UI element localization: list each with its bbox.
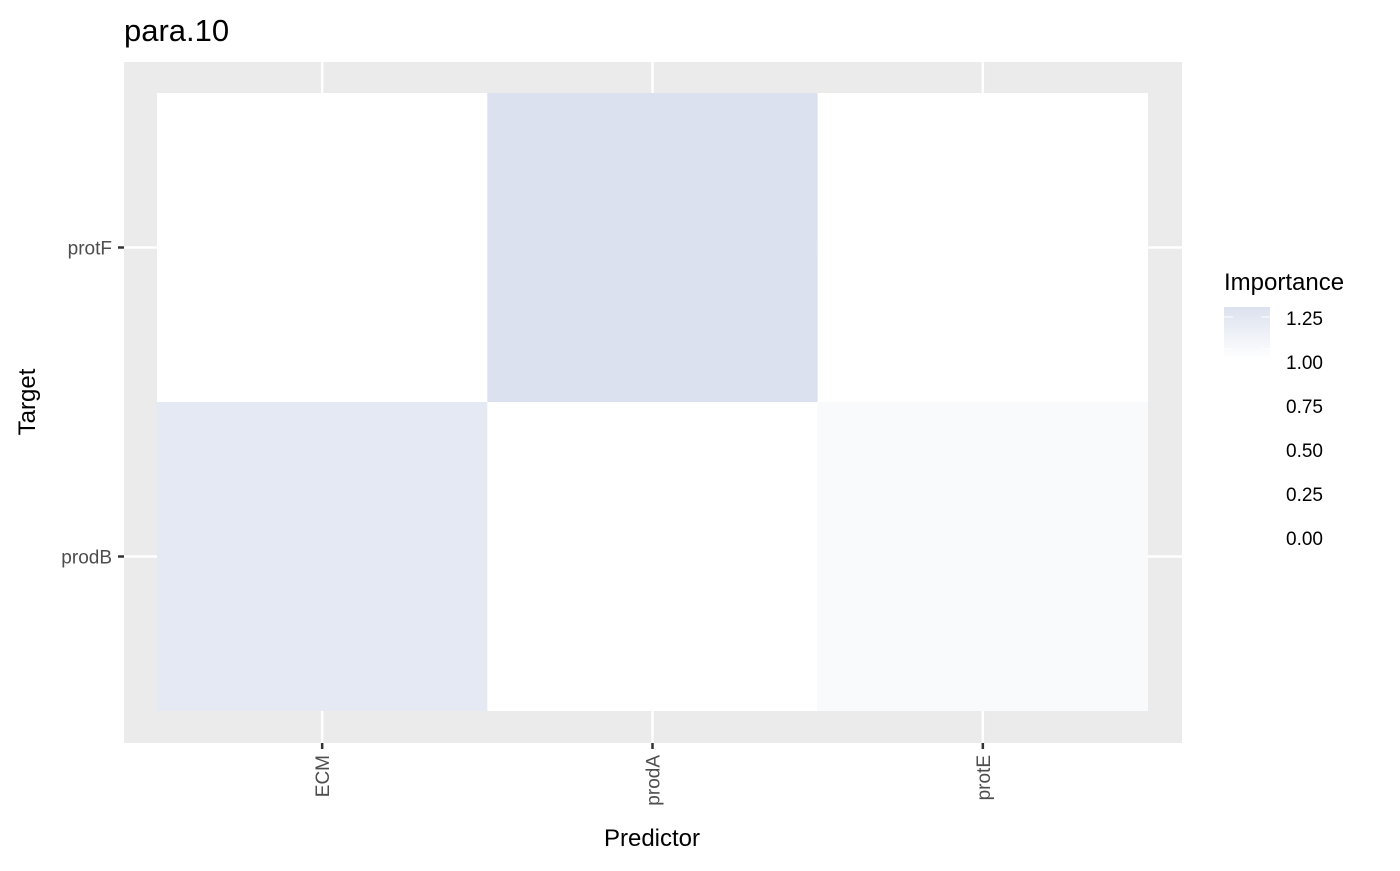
legend-colorbar: [1224, 307, 1270, 359]
y-tick-label-prodB: prodB: [61, 548, 112, 569]
legend: Importance 1.25 1.00 0.75 0.50 0.25 0.00: [1224, 269, 1344, 550]
x-tick-label-prodA: prodA: [644, 755, 665, 806]
y-tick-label-protF: protF: [68, 239, 112, 260]
heatmap-cell-ECM-protF: [157, 93, 488, 402]
heatmap-cells: [157, 93, 1148, 711]
x-axis: ECM prodA protE: [313, 743, 995, 806]
legend-tick-label-0.50: 0.50: [1286, 441, 1323, 462]
x-tick-label-ECM: ECM: [313, 755, 334, 797]
heatmap-cell-protE-prodB: [817, 402, 1148, 711]
y-axis-title: Target: [14, 368, 41, 435]
legend-tick-label-0.25: 0.25: [1286, 485, 1323, 506]
legend-ticks: 1.25 1.00 0.75 0.50 0.25 0.00: [1224, 309, 1323, 550]
legend-tick-label-1.00: 1.00: [1286, 353, 1323, 374]
heatmap-cell-protE-protF: [817, 93, 1148, 402]
heatmap-cell-prodA-protF: [487, 93, 818, 402]
legend-tick-label-1.25: 1.25: [1286, 309, 1323, 330]
chart-title: para.10: [124, 13, 229, 48]
legend-tick-label-0.75: 0.75: [1286, 397, 1323, 418]
x-tick-label-protE: protE: [974, 755, 995, 800]
heatmap-cell-ECM-prodB: [157, 402, 488, 711]
legend-tick-label-0.00: 0.00: [1286, 529, 1323, 550]
legend-title: Importance: [1224, 269, 1344, 296]
heatmap-cell-prodA-prodB: [487, 402, 818, 711]
x-axis-title: Predictor: [604, 825, 700, 852]
y-axis: prodB protF: [61, 239, 124, 569]
